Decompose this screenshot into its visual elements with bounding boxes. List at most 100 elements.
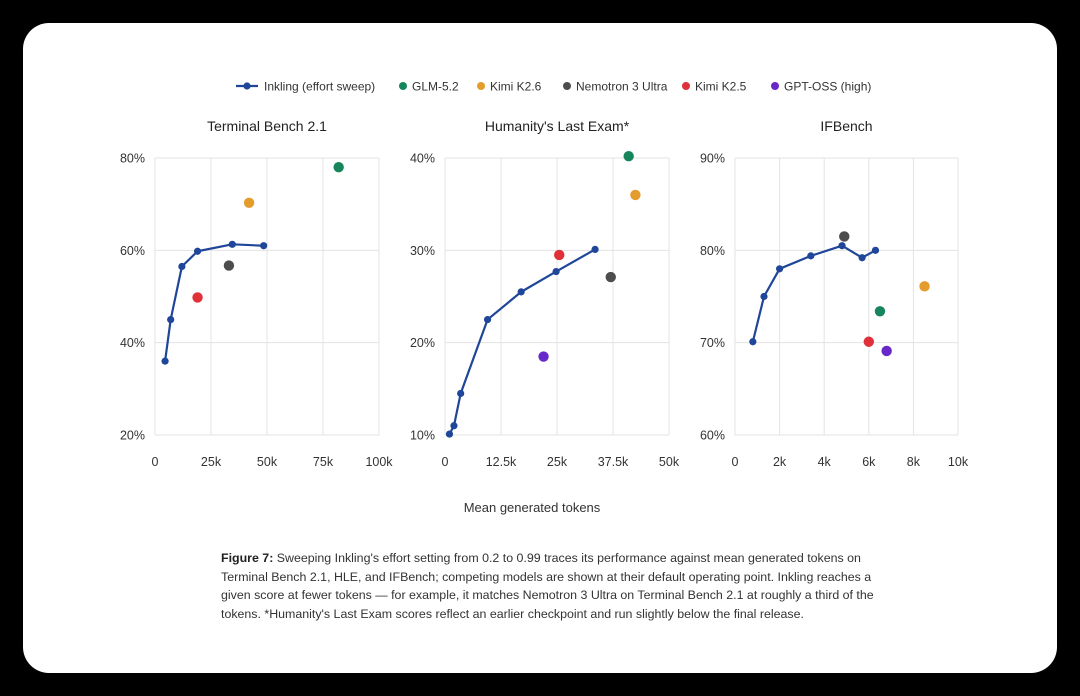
x-tick-label: 12.5k [486,455,517,469]
x-tick-label: 50k [659,455,680,469]
x-tick-label: 0 [442,455,449,469]
x-tick-label: 75k [313,455,334,469]
series-kimi-k2-6 [630,189,641,201]
legend-marker [243,82,251,90]
data-point [919,281,930,292]
data-point [630,189,641,201]
data-point [554,249,565,261]
legend-label: Nemotron 3 Ultra [576,80,668,94]
data-point [858,254,866,262]
data-point [552,267,560,276]
caption-text: Sweeping Inkling's effort setting from 0… [221,551,874,621]
data-point [776,265,784,273]
y-tick-label: 20% [120,429,145,443]
data-point [760,292,768,301]
series-gpt-oss-high [538,351,549,362]
legend-marker [563,82,571,90]
data-point [517,288,525,296]
data-point [243,197,255,208]
series-inkling-effort-sweep [161,240,268,365]
chart-title: Terminal Bench 2.1 [207,118,327,134]
legend-item-gpt-oss-high: GPT-OSS (high) [771,80,871,94]
x-tick-label: 100k [365,455,393,469]
data-point [445,430,454,438]
legend-label: GLM-5.2 [412,80,459,94]
data-point [193,247,202,255]
series-line [448,248,596,435]
series-glm-5-2 [874,306,886,317]
chart-panels: Terminal Bench 2.1 0 25k 50k 75k 100k 20% 40% 60… [120,118,969,469]
legend-item-inkling-effort-sweep: Inkling (effort sweep) [236,80,375,94]
chart-panel-terminal-bench-2-1: Terminal Bench 2.1 0 25k 50k 75k 100k 20% 40% 60… [120,118,393,469]
data-point [457,389,465,398]
legend-item-glm-5-2: GLM-5.2 [399,80,459,94]
series-kimi-k2-6 [243,197,255,208]
series-kimi-k2-5 [554,249,565,261]
chart-panel-ifbench: IFBench 0 2k 4k 6k 8k 10k 60% 70% 80% 90% [700,118,969,469]
data-point [260,242,268,250]
y-tick-label: 70% [700,336,725,350]
legend-item-kimi-k2-6: Kimi K2.6 [477,80,542,94]
data-point [192,292,203,303]
series-inkling-effort-sweep [749,242,880,346]
series-gpt-oss-high [881,345,892,357]
legend-label: Kimi K2.6 [490,80,542,94]
y-tick-label: 40% [410,152,435,166]
x-axis-label: Mean generated tokens [464,500,601,515]
data-point [178,262,186,271]
legend-item-nemotron-3-ultra: Nemotron 3 Ultra [563,80,668,94]
data-point [863,336,874,347]
data-point [483,315,492,324]
y-tick-label: 40% [120,336,145,350]
x-tick-label: 10k [948,455,969,469]
data-point [538,351,549,362]
x-tick-label: 37.5k [598,455,629,469]
data-point [749,338,757,346]
chart-panel-humanity-s-last-exam: Humanity's Last Exam* 0 12.5k 25k 37.5k 50k 10… [410,118,680,469]
legend-marker [477,82,485,90]
data-point [838,242,846,250]
series-kimi-k2-6 [919,281,930,292]
series-kimi-k2-5 [863,336,874,347]
y-tick-label: 60% [700,429,725,443]
data-point [223,260,235,271]
figure-card: Inkling (effort sweep) GLM-5.2 Kimi K2.6 Ne… [23,23,1057,673]
y-tick-label: 30% [410,244,435,258]
data-point [167,315,175,324]
data-point [591,245,599,254]
y-tick-label: 10% [410,429,435,443]
legend-item-kimi-k2-5: Kimi K2.5 [682,80,747,94]
series-nemotron-3-ultra [223,260,235,271]
series-nemotron-3-ultra [839,231,850,242]
x-tick-label: 0 [152,455,159,469]
x-tick-label: 50k [257,455,278,469]
x-tick-label: 0 [732,455,739,469]
series-inkling-effort-sweep [445,245,599,438]
figure-caption: Figure 7: Sweeping Inkling's effort sett… [221,549,901,623]
x-tick-label: 4k [818,455,832,469]
y-tick-label: 60% [120,244,145,258]
data-point [333,162,344,173]
y-tick-label: 90% [700,152,725,166]
caption-label: Figure 7: [221,551,274,565]
y-tick-label: 80% [700,244,725,258]
figure-svg: Inkling (effort sweep) GLM-5.2 Kimi K2.6 Ne… [120,80,969,516]
data-point [871,246,880,254]
data-point [807,252,815,260]
y-tick-label: 20% [410,336,435,350]
data-point [881,345,892,357]
series-glm-5-2 [623,150,634,162]
chart-title: Humanity's Last Exam* [485,118,630,134]
y-tick-label: 80% [120,152,145,166]
x-tick-label: 6k [862,455,876,469]
chart-title: IFBench [820,118,872,134]
series-kimi-k2-5 [192,292,203,303]
series-line [163,243,264,362]
x-tick-label: 2k [773,455,787,469]
data-point [874,306,886,317]
series-nemotron-3-ultra [605,271,616,283]
legend: Inkling (effort sweep) GLM-5.2 Kimi K2.6 Ne… [236,80,871,94]
data-point [623,150,634,162]
legend-label: Inkling (effort sweep) [264,80,375,94]
data-point [450,422,458,430]
